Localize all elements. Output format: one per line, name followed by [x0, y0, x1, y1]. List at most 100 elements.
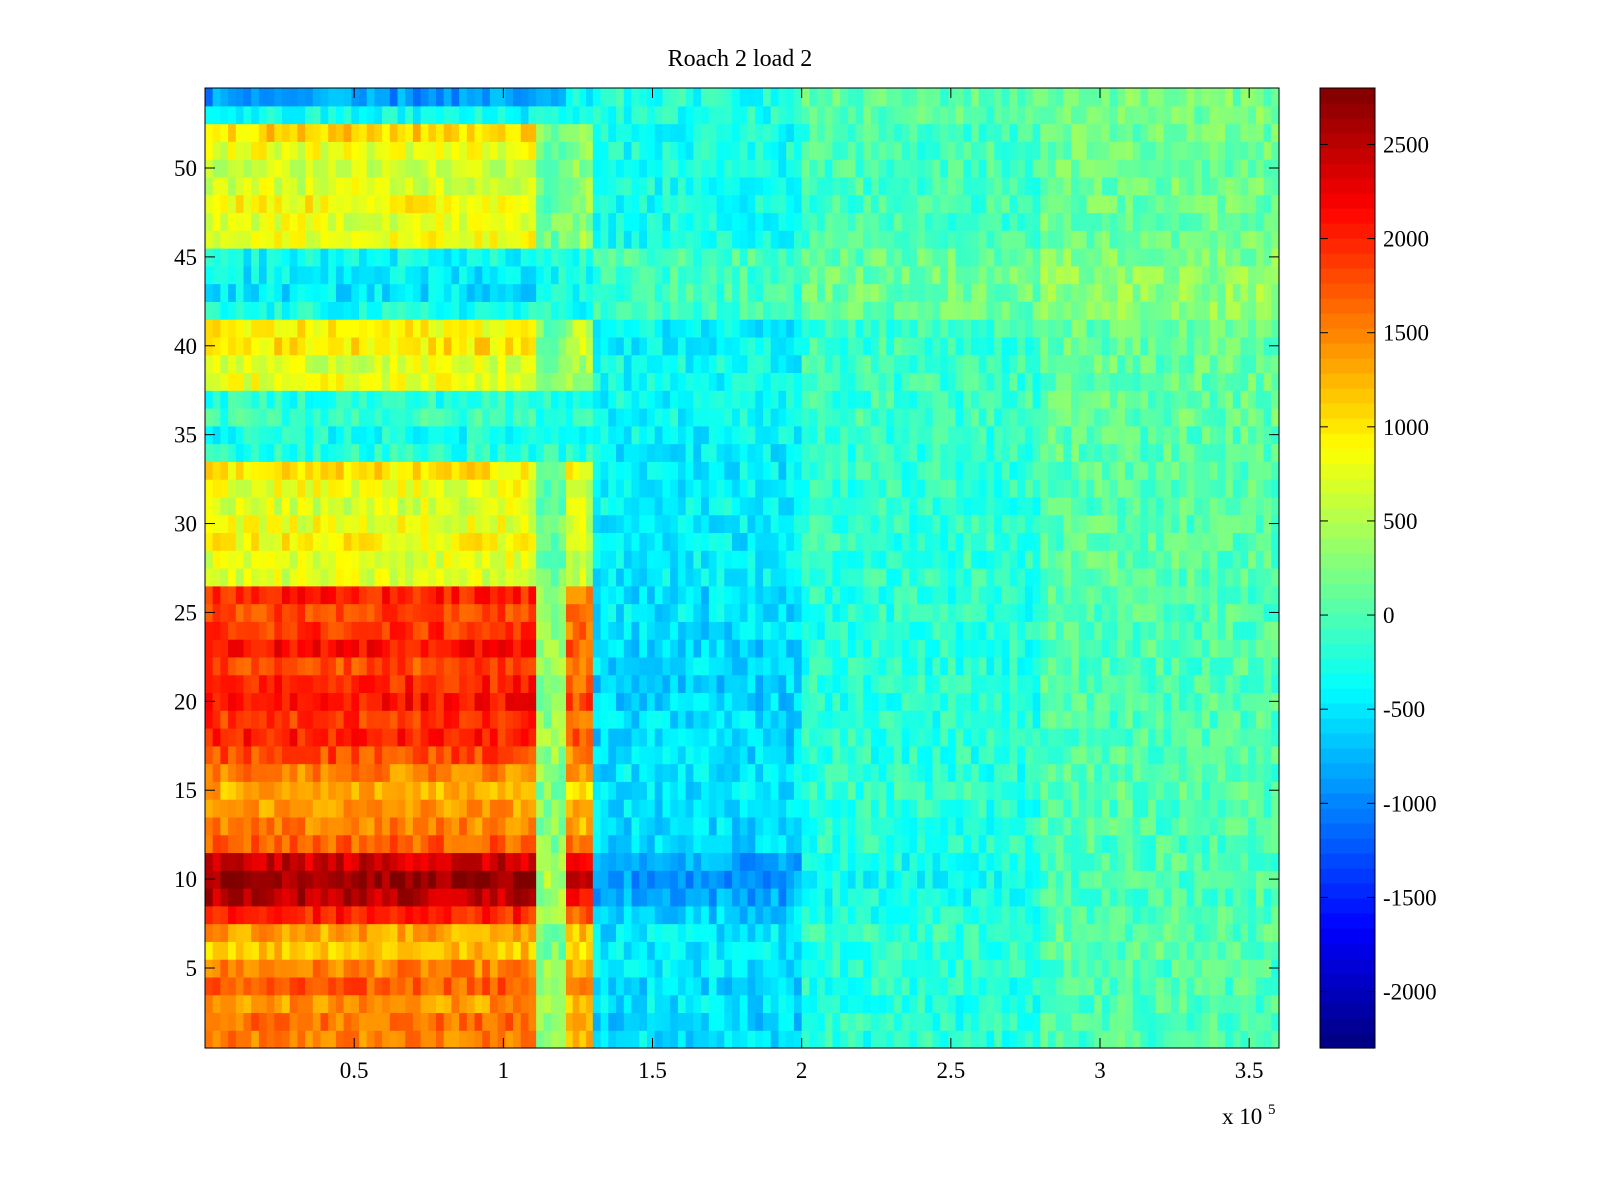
heatmap-cell: [1024, 959, 1034, 978]
heatmap-cell: [382, 728, 391, 747]
heatmap-cell: [1225, 710, 1234, 729]
heatmap-cell: [405, 425, 414, 445]
heatmap-cell: [220, 674, 229, 694]
heatmap-cell: [520, 799, 530, 818]
heatmap-cell: [543, 870, 552, 889]
heatmap-cell: [1217, 514, 1226, 534]
heatmap-cell: [623, 585, 633, 605]
heatmap-cell: [600, 905, 609, 925]
heatmap-cell: [793, 408, 803, 427]
heatmap-cell: [1078, 852, 1088, 871]
heatmap-cell: [405, 745, 414, 765]
heatmap-cell: [616, 639, 625, 658]
heatmap-cell: [755, 959, 764, 978]
heatmap-cell: [809, 656, 818, 676]
heatmap-cell: [1225, 976, 1234, 996]
heatmap-cell: [978, 816, 988, 836]
heatmap-cell: [520, 870, 530, 889]
heatmap-cell: [466, 692, 476, 711]
heatmap-cell: [1171, 585, 1180, 605]
heatmap-cell: [1186, 816, 1195, 836]
heatmap-cell: [397, 888, 406, 907]
heatmap-cell: [366, 674, 376, 694]
heatmap-cell: [412, 959, 422, 978]
heatmap-cell: [855, 603, 864, 622]
heatmap-cell: [489, 816, 499, 836]
heatmap-cell: [297, 550, 306, 569]
heatmap-cell: [824, 532, 834, 551]
heatmap-cell: [986, 781, 995, 800]
heatmap-cell: [1140, 532, 1149, 551]
heatmap-cell: [1217, 443, 1226, 462]
heatmap-cell: [878, 870, 887, 889]
heatmap-cell: [1017, 692, 1026, 711]
heatmap-cell: [855, 532, 864, 551]
heatmap-cell: [536, 834, 545, 854]
heatmap-cell: [459, 745, 468, 765]
heatmap-cell: [220, 799, 229, 818]
heatmap-cell: [855, 781, 864, 800]
heatmap-cell: [886, 550, 895, 569]
heatmap-cell: [389, 496, 399, 516]
heatmap-cell: [623, 781, 633, 800]
heatmap-cell: [443, 461, 453, 480]
heatmap-cell: [623, 425, 633, 445]
heatmap-cell: [1071, 834, 1080, 854]
heatmap-cell: [489, 763, 499, 782]
heatmap-cell: [1094, 461, 1103, 480]
heatmap-cell: [1094, 976, 1103, 996]
heatmap-cell: [1132, 976, 1142, 996]
heatmap-cell: [320, 799, 329, 818]
heatmap-cell: [1017, 888, 1026, 907]
heatmap-cell: [459, 816, 468, 836]
heatmap-cell: [572, 976, 581, 996]
heatmap-cell: [243, 496, 252, 516]
heatmap-cell: [963, 870, 972, 889]
heatmap-cell: [1109, 781, 1118, 800]
heatmap-cell: [616, 479, 625, 498]
heatmap-cell: [755, 994, 764, 1014]
heatmap-cell: [1255, 834, 1265, 854]
heatmap-cell: [809, 585, 818, 605]
heatmap-cell: [586, 888, 594, 907]
heatmap-cell: [1217, 763, 1226, 782]
heatmap-cell: [631, 1030, 640, 1049]
heatmap-cell: [978, 728, 988, 747]
heatmap-cell: [685, 888, 694, 907]
heatmap-cell: [1140, 674, 1149, 694]
heatmap-cell: [1017, 479, 1026, 498]
heatmap-cell: [505, 781, 514, 800]
heatmap-cell: [732, 479, 741, 498]
heatmap-cell: [863, 532, 872, 551]
heatmap-cell: [685, 941, 694, 960]
heatmap-cell: [243, 639, 252, 658]
heatmap-cell: [579, 479, 587, 498]
heatmap-cell: [1240, 692, 1249, 711]
heatmap-cell: [397, 834, 406, 854]
heatmap-cell: [747, 710, 756, 729]
heatmap-cell: [1117, 781, 1126, 800]
heatmap-cell: [917, 674, 926, 694]
heatmap-cell: [747, 1030, 756, 1049]
heatmap-cell: [1024, 479, 1034, 498]
heatmap-cell: [855, 692, 864, 711]
heatmap-cell: [1117, 816, 1126, 836]
heatmap-cell: [1248, 976, 1257, 996]
heatmap-cell: [497, 656, 506, 676]
heatmap-cell: [1017, 639, 1026, 658]
heatmap-cell: [305, 710, 314, 729]
heatmap-cell: [1078, 745, 1088, 765]
heatmap-cell: [428, 816, 437, 836]
heatmap-cell: [520, 923, 530, 942]
heatmap-cell: [1209, 461, 1219, 480]
heatmap-cell: [266, 692, 275, 711]
heatmap-cell: [205, 923, 214, 942]
heatmap-cell: [824, 941, 834, 960]
heatmap-cell: [497, 514, 506, 534]
heatmap-cell: [1163, 621, 1172, 640]
heatmap-cell: [235, 1030, 245, 1049]
heatmap-cell: [1040, 656, 1049, 676]
heatmap-cell: [1255, 532, 1265, 551]
heatmap-cell: [1040, 496, 1049, 516]
heatmap-cell: [412, 692, 422, 711]
